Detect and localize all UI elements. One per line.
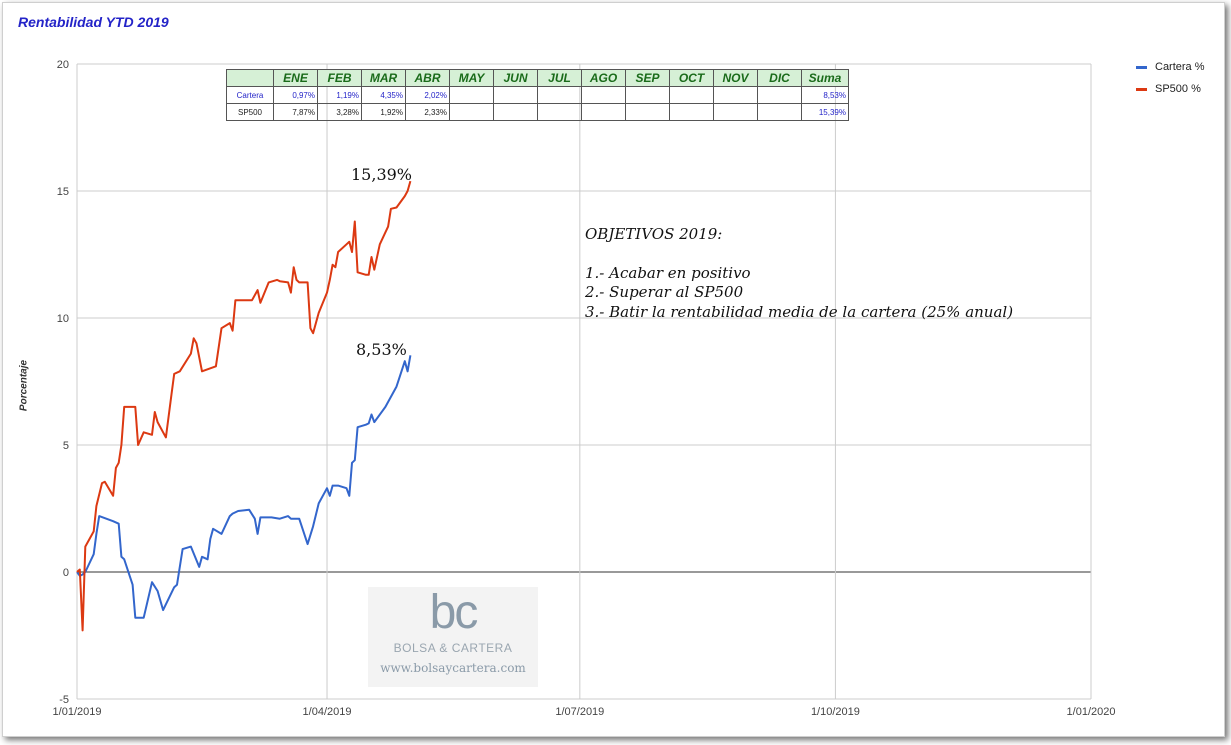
table-header-cell: FEB (317, 69, 362, 87)
watermark-logo: bc (429, 586, 479, 639)
y-tick-label: 15 (57, 186, 69, 198)
table-header-row: ENE FEB MAR ABR MAY JUN JUL AGO SEP OCT … (226, 69, 849, 87)
table-header-cell (226, 69, 274, 87)
watermark: bc BOLSA & CARTERA www.bolsaycartera.com (368, 587, 538, 687)
table-cell (537, 86, 582, 104)
table-cell: 2,02% (405, 86, 450, 104)
table-cell: 1,19% (317, 86, 362, 104)
objectives-annotation: OBJETIVOS 2019: 1.- Acabar en positivo 2… (585, 225, 1013, 322)
table-cell: 7,87% (273, 103, 318, 121)
table-cell: 0,97% (273, 86, 318, 104)
table-cell: 2,33% (405, 103, 450, 121)
x-tick-label: 1/01/2020 (1067, 706, 1116, 718)
table-cell (493, 103, 538, 121)
y-tick-label: -5 (59, 694, 69, 706)
table-header-cell: SEP (625, 69, 670, 87)
table-header-cell: DIC (757, 69, 802, 87)
returns-table: ENE FEB MAR ABR MAY JUN JUL AGO SEP OCT … (226, 69, 849, 121)
table-header-cell: JUL (537, 69, 582, 87)
table-header-cell: OCT (669, 69, 714, 87)
table-header-cell: Suma (801, 69, 849, 87)
cartera-end-label: 8,53% (356, 340, 407, 359)
legend-item-cartera: Cartera % (1136, 56, 1205, 78)
table-header-cell: NOV (713, 69, 758, 87)
table-header-cell: MAR (361, 69, 406, 87)
chart-title: Rentabilidad YTD 2019 (18, 14, 169, 30)
x-tick-label: 1/01/2019 (53, 706, 102, 718)
table-cell (757, 86, 802, 104)
table-cell (581, 103, 626, 121)
table-cell (713, 103, 758, 121)
y-tick-label: 5 (63, 440, 69, 452)
table-cell: 4,35% (361, 86, 406, 104)
objective-item: 1.- Acabar en positivo (585, 263, 751, 282)
series-line-sp500 (76, 180, 412, 632)
table-cell: 1,92% (361, 103, 406, 121)
table-cell (669, 86, 714, 104)
table-cell (713, 86, 758, 104)
watermark-url: www.bolsaycartera.com (380, 661, 526, 675)
x-tick-label: 1/07/2019 (555, 706, 604, 718)
table-cell (625, 103, 670, 121)
x-tick-label: 1/04/2019 (303, 706, 352, 718)
legend-item-sp500: SP500 % (1136, 78, 1205, 100)
legend-label: Cartera % (1155, 61, 1205, 73)
table-cell (449, 86, 494, 104)
x-tick-label: 1/10/2019 (811, 706, 860, 718)
table-cell (581, 86, 626, 104)
table-cell-suma: 15,39% (801, 103, 849, 121)
table-header-cell: ENE (273, 69, 318, 87)
table-header-cell: MAY (449, 69, 494, 87)
objectives-title: OBJETIVOS 2019: (585, 225, 723, 243)
table-header-cell: JUN (493, 69, 538, 87)
table-cell (537, 103, 582, 121)
series-line-cartera (76, 355, 412, 619)
table-header-cell: AGO (581, 69, 626, 87)
table-cell: 3,28% (317, 103, 362, 121)
table-cell-suma: 8,53% (801, 86, 849, 104)
objective-item: 3.- Batir la rentabilidad media de la ca… (585, 302, 1014, 321)
table-row: Cartera 0,97% 1,19% 4,35% 2,02% 8,53% (226, 86, 849, 104)
legend: Cartera % SP500 % (1136, 56, 1205, 100)
table-row: SP500 7,87% 3,28% 1,92% 2,33% 15,39% (226, 103, 849, 121)
table-cell (625, 86, 670, 104)
sp500-end-label: 15,39% (351, 165, 413, 184)
objective-item: 2.- Superar al SP500 (585, 283, 744, 301)
y-tick-label: 10 (57, 313, 69, 325)
table-cell (493, 86, 538, 104)
table-cell (757, 103, 802, 121)
watermark-name: BOLSA & CARTERA (393, 641, 513, 655)
legend-label: SP500 % (1155, 83, 1201, 95)
table-cell (669, 103, 714, 121)
table-cell (449, 103, 494, 121)
y-tick-label: 0 (63, 567, 69, 579)
legend-swatch-sp500 (1136, 87, 1147, 91)
legend-swatch-cartera (1136, 65, 1147, 69)
y-axis-title: Porcentaje (18, 359, 30, 412)
table-row-label: Cartera (226, 86, 274, 104)
table-header-cell: ABR (405, 69, 450, 87)
table-row-label: SP500 (226, 103, 274, 121)
y-tick-label: 20 (57, 59, 69, 71)
